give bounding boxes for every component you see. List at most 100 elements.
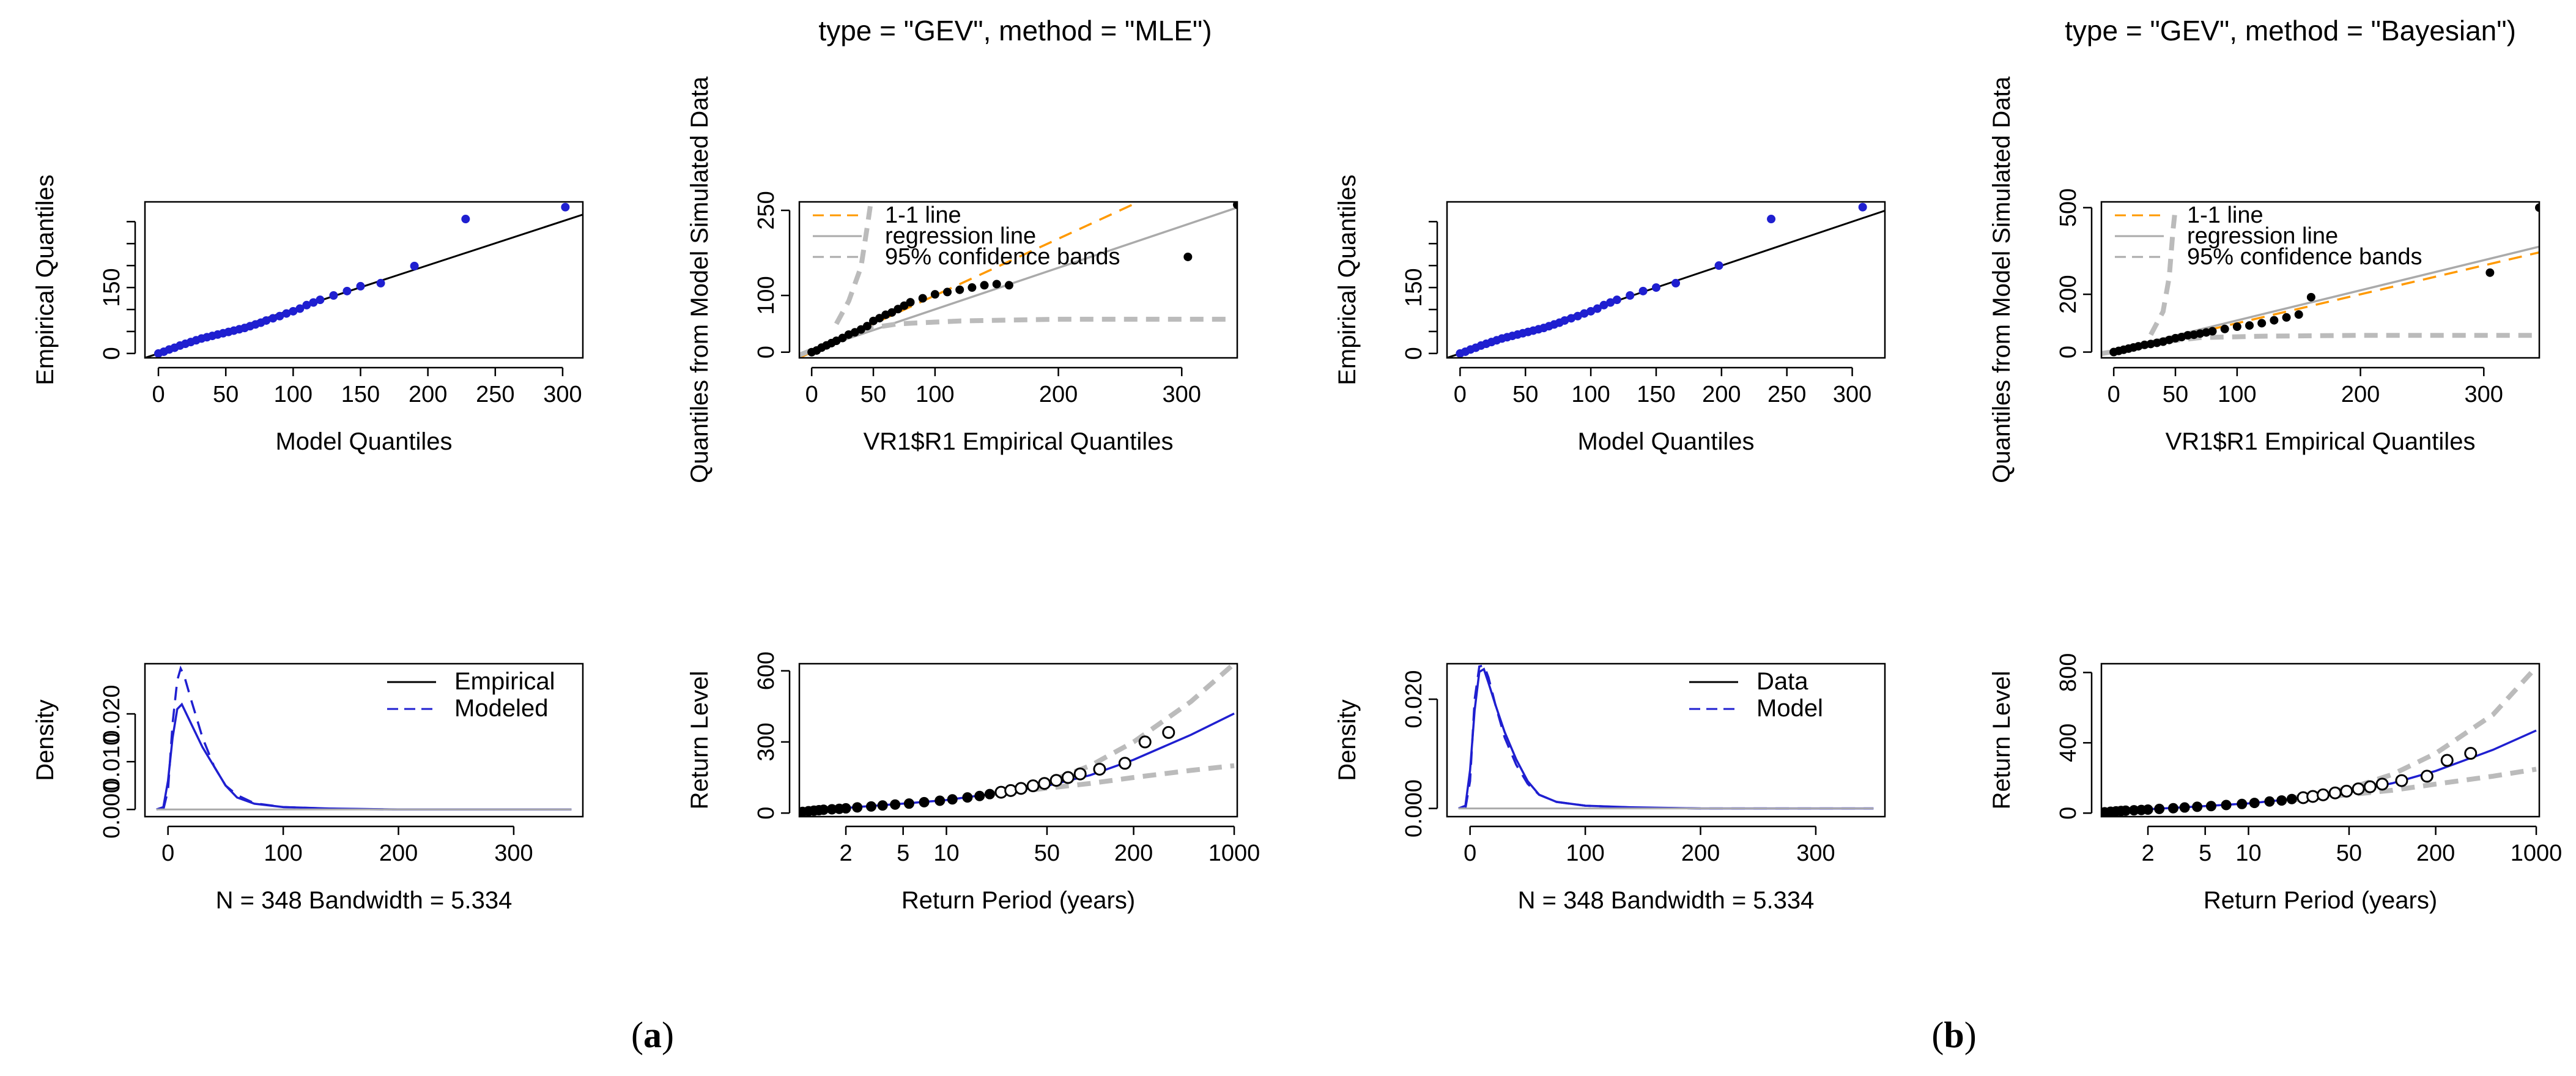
x-tick-label-a-return-level-5: 1000 xyxy=(1208,840,1260,866)
x-tick-label-a-qq-sim-0: 0 xyxy=(805,382,818,407)
point-a-return-level-25 xyxy=(1061,771,1075,784)
point-b-return-level-24 xyxy=(2352,782,2365,796)
plot-frame-a-qq-sim xyxy=(798,201,1238,359)
x-tick-label-b-qq-model-5: 250 xyxy=(1767,382,1806,407)
point-b-qq-model-33 xyxy=(1714,261,1723,270)
point-a-qq-sim-24 xyxy=(992,280,1001,289)
x-tick-label-a-return-level-2: 10 xyxy=(933,840,959,866)
point-b-return-level-11 xyxy=(2192,801,2203,812)
x-tick-label-b-return-level-5: 1000 xyxy=(2511,840,2563,866)
point-a-qq-model-33 xyxy=(410,261,419,270)
y-tick-label-a-qq-sim-2: 250 xyxy=(753,191,779,229)
x-tick-label-a-density-1: 100 xyxy=(264,840,302,866)
point-b-return-level-15 xyxy=(2249,798,2260,809)
x-axis-label-a-return-level: Return Period (years) xyxy=(901,887,1135,914)
point-a-return-level-21 xyxy=(1014,782,1027,795)
x-tick-label-b-density-1: 100 xyxy=(1566,840,1604,866)
plot-area xyxy=(156,665,572,811)
point-b-return-level-10 xyxy=(2179,802,2190,813)
y-tick-label-a-return-level-2: 600 xyxy=(753,651,779,690)
x-tick-label-b-qq-model-0: 0 xyxy=(1454,382,1467,407)
x-axis-label-b-qq-model: Model Quantiles xyxy=(1577,428,1754,455)
point-a-qq-sim-10 xyxy=(862,322,872,331)
plot-frame-a-return-level xyxy=(798,662,1238,818)
y-tick-label-b-qq-sim-0: 0 xyxy=(2056,346,2081,358)
legend-label-b-density-1: Model xyxy=(1756,695,1823,722)
y-tick-label-b-qq-sim-2: 500 xyxy=(2056,188,2081,227)
legend-label-a-density-0: Empirical xyxy=(454,668,555,695)
point-b-qq-sim-20 xyxy=(2245,321,2254,330)
point-b-qq-model-25 xyxy=(1593,304,1602,313)
point-a-return-level-17 xyxy=(974,790,985,801)
x-axis-label-b-qq-sim: VR1$R1 Empirical Quantiles xyxy=(2166,428,2476,455)
y-tick-label-b-qq-model-3: 150 xyxy=(1401,268,1427,306)
series-a-qq-sim-1 xyxy=(799,206,1237,357)
point-a-return-level-7 xyxy=(840,803,851,814)
chart-b-density: 0 100 200 300 0.000 0.020 N = 348 Bandwidth = … xyxy=(1334,662,1886,914)
point-b-qq-model-35 xyxy=(1858,202,1867,212)
point-a-return-level-14 xyxy=(935,795,946,806)
x-tick-label-b-qq-sim-0: 0 xyxy=(2108,382,2120,407)
point-a-return-level-12 xyxy=(903,798,914,809)
panel-b-title: type = "GEV", method = "Bayesian") xyxy=(2065,15,2516,46)
point-a-return-level-9 xyxy=(865,801,876,812)
x-tick-label-a-qq-model-4: 200 xyxy=(409,382,447,407)
point-a-return-level-16 xyxy=(962,792,973,803)
panel-a-title: type = "GEV", method = "MLE") xyxy=(818,15,1212,46)
y-tick-label-b-qq-sim-1: 200 xyxy=(2056,275,2081,313)
legend-label-b-qq-sim-2: 95% confidence bands xyxy=(2187,244,2422,270)
plot-area xyxy=(799,664,1236,817)
point-b-qq-sim-22 xyxy=(2270,316,2279,325)
point-a-return-level-28 xyxy=(1118,757,1131,770)
point-b-return-level-14 xyxy=(2237,798,2248,809)
x-tick-label-b-qq-sim-4: 300 xyxy=(2465,382,2503,407)
x-tick-label-b-qq-model-6: 300 xyxy=(1833,382,1871,407)
x-tick-label-a-density-0: 0 xyxy=(161,840,174,866)
y-tick-label-a-qq-sim-1: 100 xyxy=(753,276,779,314)
x-tick-label-a-qq-model-3: 150 xyxy=(341,382,380,407)
plot-frame-b-qq-sim xyxy=(2100,201,2541,359)
y-tick-label-a-qq-model-3: 150 xyxy=(99,268,125,306)
point-a-return-level-29 xyxy=(1138,735,1152,749)
point-a-return-level-20 xyxy=(1004,784,1018,797)
point-b-qq-model-29 xyxy=(1626,291,1635,300)
point-a-qq-sim-26 xyxy=(1183,252,1193,261)
x-axis-label-a-qq-sim: VR1$R1 Empirical Quantiles xyxy=(864,428,1174,455)
point-b-qq-sim-17 xyxy=(2208,327,2217,336)
point-a-qq-model-31 xyxy=(356,281,365,291)
chart-a-qq-sim: 0 50 100 200 300 0 100 250 VR1$R1 Empirical Quan… xyxy=(686,76,1238,483)
plot-frame-a-density xyxy=(144,662,584,818)
point-a-qq-sim-22 xyxy=(968,283,977,292)
point-a-qq-model-29 xyxy=(329,291,338,300)
point-b-qq-model-34 xyxy=(1767,215,1776,224)
point-b-return-level-21 xyxy=(2316,788,2330,801)
x-axis-label-b-density: N = 348 Bandwidth = 5.334 xyxy=(1518,887,1815,914)
x-tick-label-b-qq-sim-3: 200 xyxy=(2341,382,2380,407)
y-tick-label-a-density-1: 0.010 xyxy=(99,733,125,791)
x-tick-label-b-qq-model-1: 50 xyxy=(1512,382,1538,407)
point-b-return-level-30 xyxy=(2464,747,2478,760)
point-a-return-level-23 xyxy=(1038,777,1051,790)
y-tick-label-a-return-level-1: 300 xyxy=(753,722,779,761)
y-axis-label-a-density: Density xyxy=(32,699,59,781)
legend-label-b-density-0: Data xyxy=(1756,668,1808,695)
x-tick-label-b-qq-model-2: 100 xyxy=(1571,382,1610,407)
x-tick-label-a-qq-model-6: 300 xyxy=(543,382,582,407)
x-tick-label-a-density-3: 300 xyxy=(494,840,533,866)
point-b-qq-sim-25 xyxy=(2306,292,2315,302)
point-b-return-level-7 xyxy=(2142,804,2153,815)
x-tick-label-a-return-level-1: 5 xyxy=(897,840,909,866)
x-tick-label-b-return-level-0: 2 xyxy=(2141,840,2154,866)
series-b-qq-sim-2 xyxy=(2149,207,2178,336)
plot-area xyxy=(1458,664,1874,810)
point-a-qq-sim-18 xyxy=(918,294,927,303)
y-axis-label-a-return-level: Return Level xyxy=(686,671,713,810)
x-tick-label-a-qq-sim-2: 100 xyxy=(916,382,954,407)
point-a-return-level-4 xyxy=(818,804,829,815)
y-axis-label-b-qq-model: Empirical Quantiles xyxy=(1334,174,1361,385)
point-a-qq-model-25 xyxy=(295,304,305,313)
